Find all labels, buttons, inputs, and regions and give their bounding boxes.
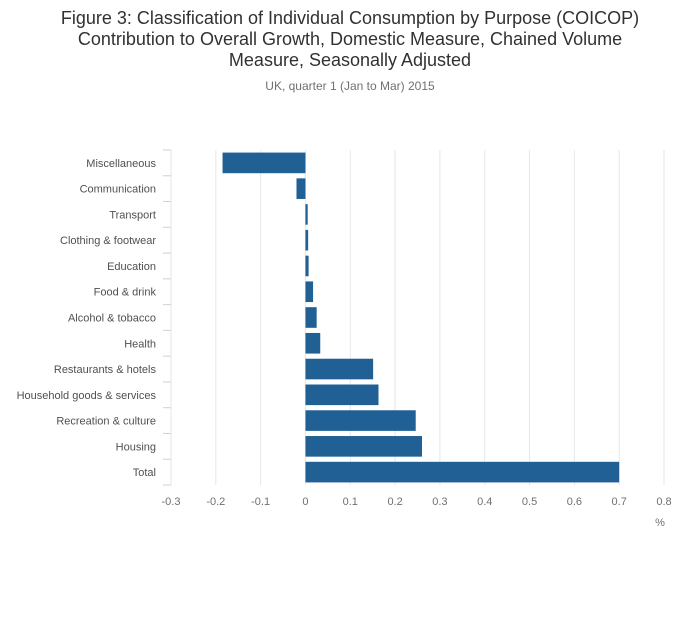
chart-title-line-1: Figure 3: Classification of Individual C… xyxy=(60,8,640,28)
bar xyxy=(296,178,306,199)
bar xyxy=(305,229,309,251)
bar xyxy=(305,332,321,354)
bar xyxy=(305,307,317,328)
bar xyxy=(305,204,308,225)
bar xyxy=(305,384,379,406)
x-tick-label: 0.4 xyxy=(477,496,492,508)
x-tick-label: 0.8 xyxy=(656,496,671,508)
x-tick-label: 0.7 xyxy=(612,496,627,508)
chart-subtitle: UK, quarter 1 (Jan to Mar) 2015 xyxy=(265,79,435,93)
bars xyxy=(222,152,620,483)
bar xyxy=(305,281,314,303)
x-tick-label: 0.5 xyxy=(522,496,537,508)
chart-title-line-2: Contribution to Overall Growth, Domestic… xyxy=(77,29,623,49)
category-label: Transport xyxy=(109,209,156,221)
x-tick-label: -0.2 xyxy=(206,496,225,508)
category-label: Education xyxy=(107,261,156,273)
category-label: Communication xyxy=(80,184,156,196)
x-axis-title: % xyxy=(655,517,665,529)
x-tick-label: -0.1 xyxy=(251,496,270,508)
x-tick-label: 0 xyxy=(302,496,308,508)
bar xyxy=(305,255,309,277)
category-label: Household goods & services xyxy=(17,390,157,402)
category-label: Alcohol & tobacco xyxy=(68,313,156,325)
category-label: Health xyxy=(124,338,156,350)
chart-title-line-3: Measure, Seasonally Adjusted xyxy=(228,50,472,70)
category-label: Miscellaneous xyxy=(86,158,156,170)
category-label: Food & drink xyxy=(94,287,157,299)
x-tick-label: 0.3 xyxy=(432,496,447,508)
category-label: Total xyxy=(133,467,156,479)
bar xyxy=(222,152,306,174)
bar xyxy=(305,461,620,483)
category-label: Clothing & footwear xyxy=(60,235,156,247)
chart-title: Figure 3: Classification of Individual C… xyxy=(0,8,700,71)
x-tick-label: 0.1 xyxy=(343,496,358,508)
x-tick-label: 0.6 xyxy=(567,496,582,508)
category-label: Restaurants & hotels xyxy=(54,364,157,376)
category-label: Recreation & culture xyxy=(56,416,156,428)
gridlines xyxy=(163,149,665,486)
bar xyxy=(305,410,416,431)
x-tick-label: 0.2 xyxy=(387,496,402,508)
bar xyxy=(305,358,374,380)
x-tick-labels: -0.3 -0.2 -0.1 0 0.1 0.2 0.3 0.4 0.5 0.6 0.7 0.8 xyxy=(162,496,672,508)
category-label: Housing xyxy=(116,441,156,453)
x-tick-label: -0.3 xyxy=(162,496,181,508)
category-labels: Miscellaneous Communication Transport Cloth… xyxy=(17,158,157,479)
bar xyxy=(305,436,422,457)
